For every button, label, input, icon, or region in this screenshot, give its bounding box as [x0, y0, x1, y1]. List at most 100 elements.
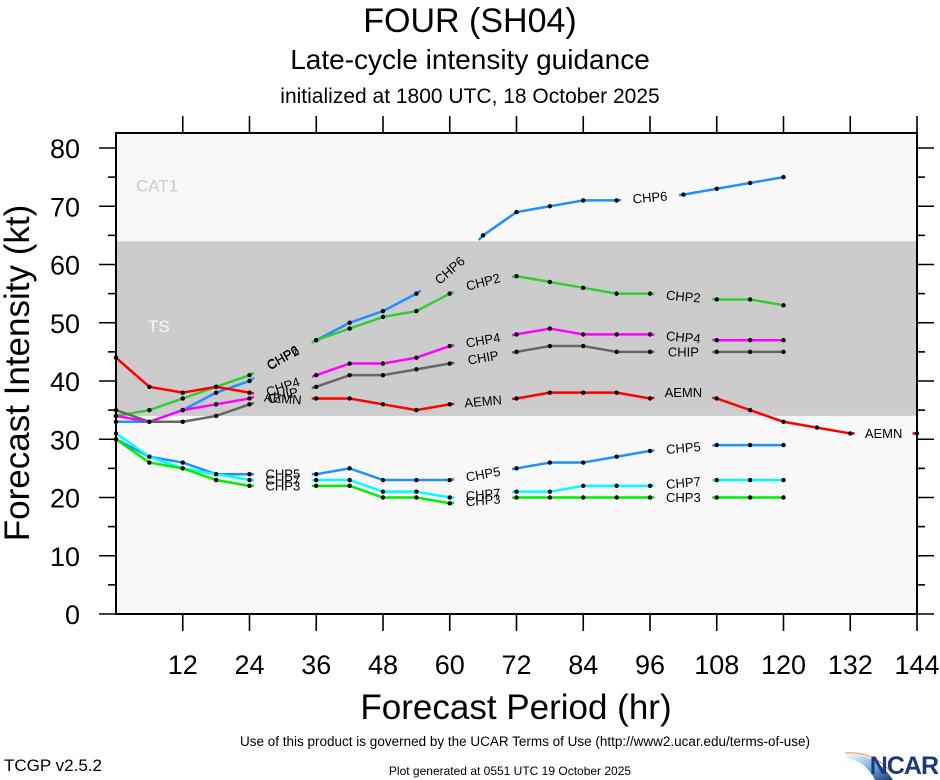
- data-point: [414, 367, 419, 372]
- data-point: [647, 396, 653, 401]
- data-point: [581, 390, 586, 395]
- x-tick-label: 60: [435, 650, 465, 680]
- series-line-segment: [416, 362, 450, 371]
- data-point: [147, 454, 152, 459]
- y-tick-label: 50: [50, 309, 80, 339]
- series-line-segment: [816, 426, 851, 435]
- y-tick-label: 30: [50, 425, 80, 455]
- series-line-segment: [415, 292, 451, 313]
- series-line-segment: [783, 420, 818, 429]
- series-line-segment: [182, 385, 217, 394]
- data-point: [614, 291, 619, 296]
- data-point: [514, 209, 519, 215]
- series-line-segment: [549, 199, 584, 208]
- band-cat1: [116, 133, 917, 242]
- data-point: [414, 489, 419, 494]
- series-line-segment: [616, 449, 651, 458]
- data-point: [147, 384, 152, 390]
- series-line-segment: [182, 467, 217, 482]
- series-line-segment: [683, 187, 717, 196]
- series-label: AEMN: [865, 426, 903, 441]
- series-line-segment: [115, 438, 151, 464]
- y-tick-label: 80: [50, 134, 80, 164]
- series-label: CHP5: [266, 467, 301, 482]
- data-point: [314, 372, 319, 378]
- data-point: [447, 291, 452, 296]
- data-point: [581, 343, 586, 349]
- series-line-segment: [415, 344, 451, 359]
- series-line-segment: [349, 484, 384, 499]
- data-point: [180, 396, 185, 401]
- series-label: CHIP: [668, 344, 699, 359]
- data-point: [781, 174, 786, 180]
- data-point: [314, 384, 319, 390]
- data-point: [380, 495, 386, 500]
- series-line-segment: [315, 327, 351, 342]
- data-point: [247, 378, 252, 384]
- series-line-segment: [215, 373, 250, 389]
- series-label: CHIP: [467, 348, 500, 368]
- data-point: [714, 186, 719, 191]
- series-line-segment: [516, 205, 551, 214]
- data-point: [314, 396, 319, 401]
- data-point: [581, 460, 586, 465]
- data-point: [213, 390, 219, 395]
- y-tick-label: 0: [65, 600, 80, 630]
- series-line-segment: [115, 356, 151, 388]
- data-point: [647, 448, 653, 454]
- data-point: [314, 338, 319, 343]
- data-point: [581, 495, 586, 500]
- series-line-segment: [416, 496, 450, 505]
- data-point: [514, 495, 519, 500]
- data-point: [447, 402, 452, 407]
- data-point: [213, 384, 219, 390]
- storm-title: FOUR (SH04): [363, 2, 577, 40]
- data-point: [747, 442, 753, 448]
- series-chp7: CHP7 CHP7 CHP7: [113, 431, 786, 504]
- series-line-segment: [315, 362, 351, 377]
- series-line-segment: [215, 472, 250, 482]
- data-point: [714, 338, 719, 343]
- data-point: [581, 483, 586, 489]
- data-point: [614, 495, 619, 500]
- series-line-segment: [516, 274, 551, 284]
- series-line-segment: [416, 490, 450, 499]
- ncar-logo: NCAR: [845, 752, 940, 780]
- x-tick-label: 72: [501, 650, 531, 680]
- y-tick-label: 20: [50, 484, 80, 514]
- series-label: CHP4: [665, 328, 701, 346]
- data-point: [180, 390, 185, 395]
- data-point: [314, 483, 319, 489]
- data-point: [781, 419, 786, 424]
- series-line-segment: [349, 467, 384, 482]
- series-line-segment: [148, 397, 184, 412]
- data-point: [781, 338, 786, 343]
- data-point: [314, 477, 319, 483]
- series-line-segment: [583, 344, 617, 354]
- series-label: CHP2: [665, 288, 701, 306]
- x-tick-label: 144: [894, 650, 939, 680]
- data-point: [347, 320, 352, 325]
- data-point: [380, 308, 386, 314]
- series-line-segment: [549, 327, 584, 336]
- series-line-segment: [382, 403, 417, 412]
- data-point: [547, 204, 553, 209]
- series-line-segment: [215, 385, 250, 394]
- series-line-segment: [215, 397, 250, 406]
- band-label-cat1: CAT1: [136, 177, 178, 196]
- data-point: [647, 332, 653, 337]
- data-point: [647, 483, 653, 489]
- series-label: CHP5: [665, 439, 701, 457]
- data-point: [714, 442, 719, 448]
- series-line-segment: [583, 455, 617, 464]
- data-point: [747, 495, 753, 500]
- series-line-segment: [549, 484, 584, 493]
- data-point: [781, 442, 786, 448]
- y-axis-label: Forecast Intensity (kt): [0, 205, 37, 541]
- data-point: [714, 297, 719, 302]
- data-point: [147, 460, 152, 465]
- data-point: [380, 361, 386, 366]
- data-point: [547, 326, 553, 331]
- data-point: [714, 495, 719, 500]
